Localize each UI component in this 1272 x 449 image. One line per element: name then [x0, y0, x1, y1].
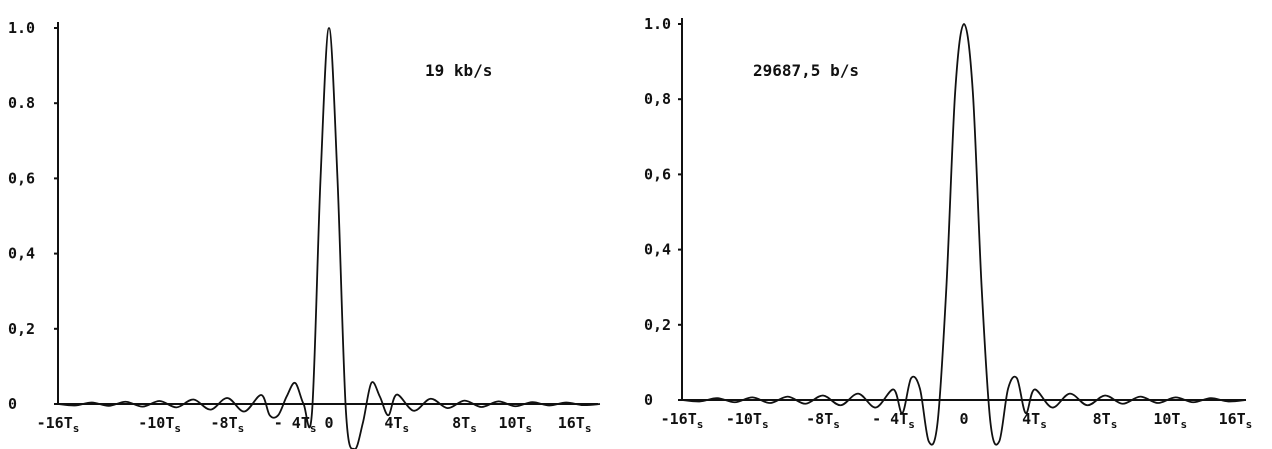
x-tick-label: -8Ts — [211, 414, 245, 435]
chart-29687-bps: 0 0,2 0,4 0,6 0,8 1.0 -16Ts -10Ts -8Ts - 4Ts 0 4Ts 8… — [636, 0, 1272, 449]
x-tick-label: 10Ts — [498, 414, 532, 435]
x-tick-label: 16Ts — [1219, 410, 1253, 431]
y-tick-label: 0.8 — [8, 94, 35, 112]
y-tick-label: 0 — [8, 395, 17, 413]
x-tick-label: -10Ts — [138, 414, 181, 435]
x-tick-label: 4Ts — [384, 414, 409, 435]
y-tick-label: 0,2 — [644, 316, 671, 334]
impulse-response-curve — [681, 23, 1247, 446]
x-tick-label: -16Ts — [37, 414, 80, 435]
chart-19-kbps-plot: 0 0,2 0,4 0,6 0.8 1.0 -16Ts -10Ts -8Ts - 4Ts 0 4Ts 8… — [8, 19, 601, 449]
chart-29687-bps-plot: 00,20,40,60,81.0-16Ts -10Ts -8Ts - 4Ts 0 4Ts 8… — [644, 15, 1253, 446]
chart-19-kbps: 0 0,2 0,4 0,6 0.8 1.0 -16Ts -10Ts -8Ts - 4Ts 0 4Ts 8… — [8, 19, 601, 449]
y-tick-label: 0,4 — [644, 241, 671, 259]
impulse-response-curve — [57, 27, 601, 449]
y-tick-label: 0,8 — [644, 90, 671, 108]
y-tick-label: 1.0 — [644, 15, 671, 33]
x-tick-label: 16Ts — [558, 414, 592, 435]
bitrate-annotation: 29687,5 b/s — [753, 61, 859, 80]
y-tick-label: 0,6 — [8, 169, 35, 187]
x-tick-label: 0 — [959, 410, 968, 428]
x-tick-label: 10Ts — [1153, 410, 1187, 431]
x-tick-label: 8Ts — [452, 414, 477, 435]
x-tick-label: 0 — [324, 414, 333, 432]
x-tick-label: 8Ts — [1093, 410, 1118, 431]
x-tick-label: -16Ts — [661, 410, 704, 431]
y-tick-label: 0,6 — [644, 165, 671, 183]
x-tick-label: -10Ts — [726, 410, 769, 431]
x-tick-label: - 4Ts — [872, 410, 915, 431]
x-tick-label: -8Ts — [806, 410, 840, 431]
bitrate-annotation: 19 kb/s — [425, 61, 492, 80]
y-tick-label: 0,4 — [8, 245, 35, 263]
y-tick-label: 0,2 — [8, 320, 35, 338]
y-tick-label: 1.0 — [8, 19, 35, 37]
y-tick-label: 0 — [644, 391, 653, 409]
x-tick-label: - 4Ts — [274, 414, 317, 435]
